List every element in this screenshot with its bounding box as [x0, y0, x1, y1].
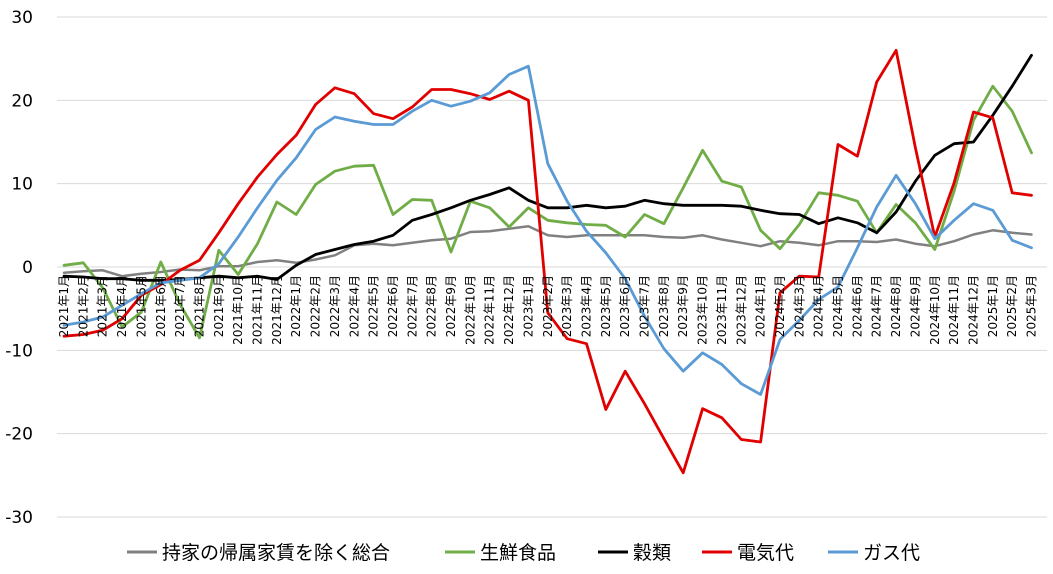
- y-axis: 30 20 10 0 -10 -20 -30: [5, 8, 33, 528]
- x-tick-label: 2021年3月: [96, 275, 110, 337]
- x-tick-label: 2021年8月: [192, 275, 206, 337]
- x-tick-label: 2024年9月: [908, 275, 922, 337]
- x-tick-label: 2022年1月: [289, 275, 303, 337]
- x-tick-label: 2022年10月: [463, 275, 477, 345]
- x-tick-label: 2024年2月: [773, 275, 787, 337]
- x-tick-label: 2022年4月: [347, 275, 361, 337]
- x-tick-label: 2021年7月: [173, 275, 187, 337]
- x-tick-label: 2021年11月: [251, 275, 265, 345]
- x-tick-label: 2025年3月: [1025, 275, 1039, 337]
- legend-label: 電気代: [737, 542, 794, 564]
- series-line-0: [62, 224, 1033, 278]
- x-tick-label: 2025年1月: [986, 275, 1000, 337]
- x-tick-label: 2023年4月: [579, 275, 593, 337]
- x-tick-label: 2023年10月: [696, 275, 710, 345]
- legend-label: ガス代: [863, 542, 920, 564]
- x-tick-label: 2024年3月: [792, 275, 806, 337]
- x-tick-label: 2024年12月: [966, 275, 980, 345]
- x-tick-label: 2023年7月: [638, 275, 652, 337]
- legend-item: ガス代: [828, 542, 920, 564]
- x-tick-label: 2024年4月: [812, 275, 826, 337]
- x-tick-label: 2024年7月: [870, 275, 884, 337]
- x-tick-label: 2023年6月: [618, 275, 632, 337]
- y-tick-label: -10: [5, 341, 33, 361]
- y-tick-label: 0: [22, 258, 33, 278]
- x-tick-label: 2024年11月: [947, 275, 961, 345]
- series-line-4: [62, 64, 1033, 396]
- x-tick-label: 2022年3月: [328, 275, 342, 337]
- gridlines: [57, 16, 1047, 518]
- x-tick-label: 2022年9月: [444, 275, 458, 337]
- legend-label: 生鮮食品: [480, 542, 556, 564]
- x-tick-label: 2023年2月: [541, 275, 555, 337]
- legend-label: 持家の帰属家賃を除く総合: [162, 542, 390, 564]
- legend-item: 電気代: [702, 542, 794, 564]
- x-tick-label: 2024年1月: [754, 275, 768, 337]
- x-tick-label: 2022年7月: [405, 275, 419, 337]
- x-tick-label: 2023年5月: [599, 275, 613, 337]
- x-tick-label: 2021年2月: [76, 275, 90, 337]
- x-tick-label: 2024年10月: [928, 275, 942, 345]
- series-line-3: [62, 48, 1033, 475]
- y-tick-label: 30: [11, 8, 33, 28]
- legend-item: 持家の帰属家賃を除く総合: [127, 542, 390, 564]
- x-tick-label: 2021年5月: [134, 275, 148, 337]
- series-lines: [62, 48, 1033, 475]
- x-tick-label: 2025年2月: [1005, 275, 1019, 337]
- x-tick-label: 2021年10月: [231, 275, 245, 345]
- x-tick-label: 2023年9月: [676, 275, 690, 337]
- x-tick-label: 2022年5月: [367, 275, 381, 337]
- y-tick-label: 10: [11, 175, 33, 195]
- x-tick-label: 2021年1月: [57, 275, 71, 337]
- y-tick-label: 20: [11, 91, 33, 111]
- x-tick-label: 2021年9月: [212, 275, 226, 337]
- x-axis: 2021年1月 2021年2月 2021年3月 2021年4月 2021年5月 2021年…: [57, 275, 1039, 345]
- x-tick-label: 2022年11月: [483, 275, 497, 345]
- x-tick-label: 2021年4月: [115, 275, 129, 337]
- x-tick-label: 2024年5月: [831, 275, 845, 337]
- y-tick-label: -30: [5, 508, 33, 528]
- legend-item: 穀類: [598, 542, 671, 564]
- legend-item: 生鮮食品: [445, 542, 556, 564]
- y-tick-label: -20: [5, 425, 33, 445]
- x-tick-label: 2022年2月: [309, 275, 323, 337]
- x-tick-label: 2022年8月: [425, 275, 439, 337]
- legend-label: 穀類: [633, 542, 671, 564]
- series-line-2: [62, 53, 1033, 282]
- x-tick-label: 2023年3月: [560, 275, 574, 337]
- x-tick-label: 2023年11月: [715, 275, 729, 345]
- x-tick-label: 2023年12月: [734, 275, 748, 345]
- x-tick-label: 2021年12月: [270, 275, 284, 345]
- legend: 持家の帰属家賃を除く総合 生鮮食品 穀類 電気代 ガス代: [127, 542, 920, 564]
- x-tick-label: 2022年12月: [502, 275, 516, 345]
- x-tick-label: 2021年6月: [154, 275, 168, 337]
- x-tick-label: 2023年1月: [521, 275, 535, 337]
- x-tick-label: 2023年8月: [657, 275, 671, 337]
- x-tick-label: 2024年8月: [889, 275, 903, 337]
- x-tick-label: 2024年6月: [850, 275, 864, 337]
- x-tick-label: 2022年6月: [386, 275, 400, 337]
